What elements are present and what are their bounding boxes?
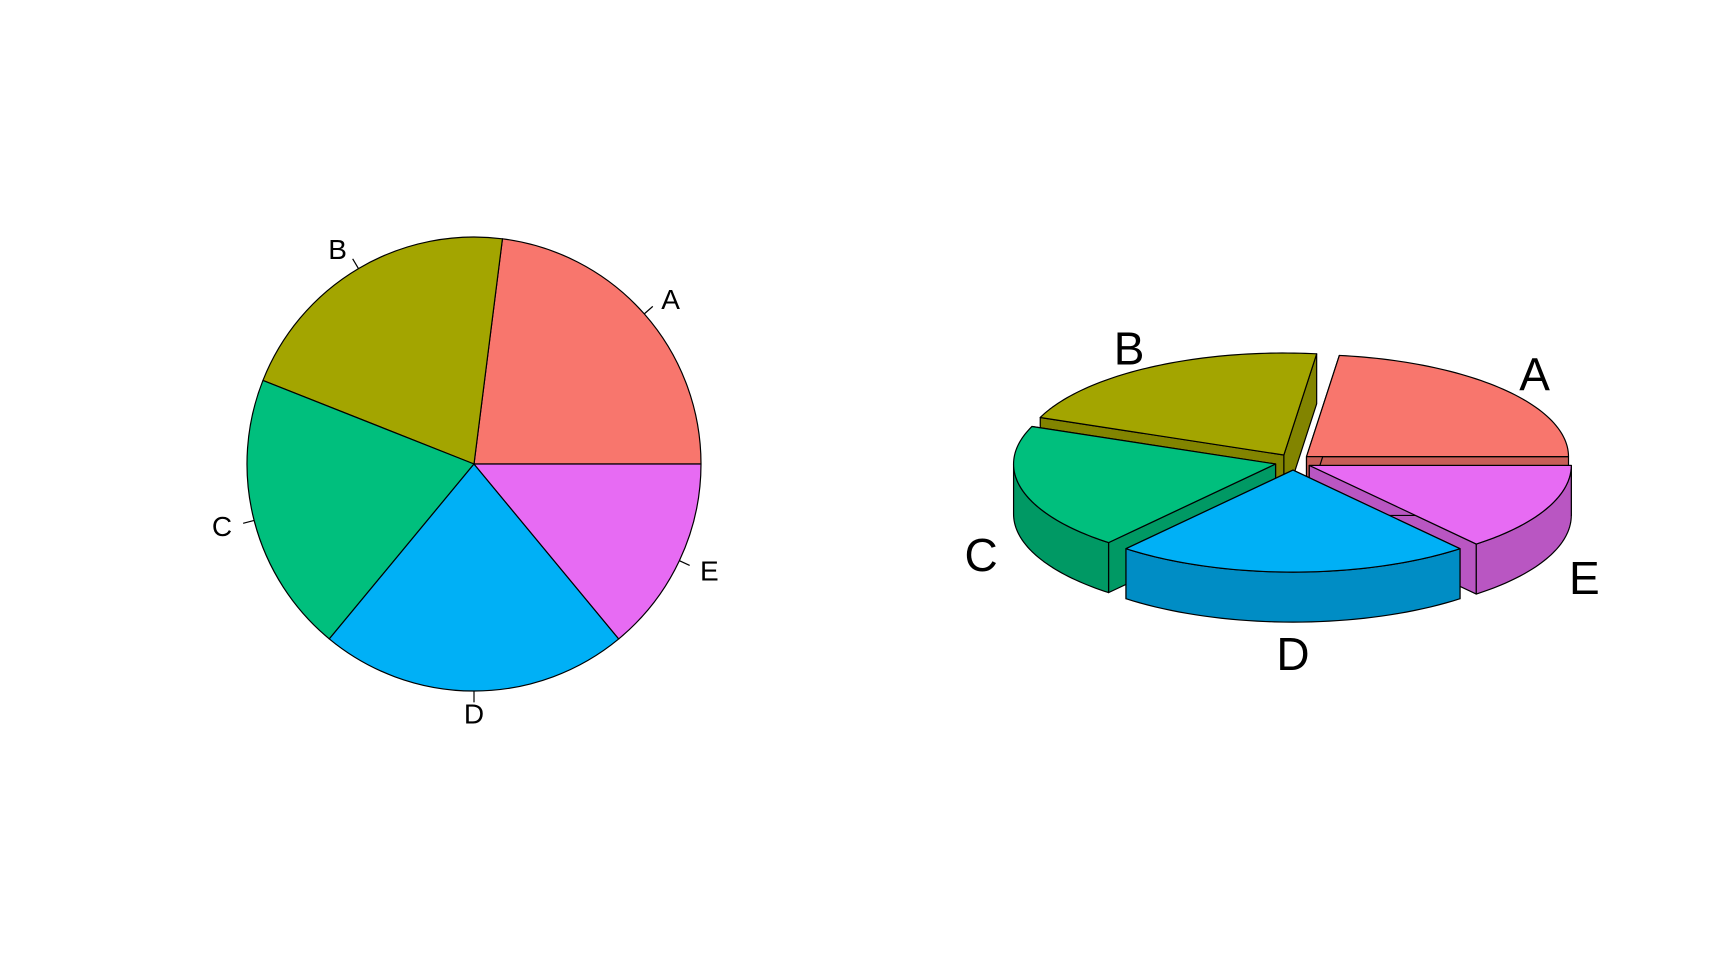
pie3d-top-e [1308,464,1572,545]
label-tick-a [643,305,654,315]
label-tick-b [352,258,359,269]
pie3d-top-c [1012,425,1277,544]
pie-label-d: D [464,699,484,730]
pie3d-label-c: C [965,529,998,581]
pie-label-c: C [212,511,232,542]
label-tick-e [679,560,690,567]
pie3d-label-d: D [1276,628,1309,680]
pie-slice-a [473,238,702,465]
pie-slice-c [246,379,475,640]
label-tick-c [242,519,255,524]
pie3d-top-a [1305,354,1570,458]
pie3d-label-b: B [1114,322,1145,374]
pie3d-slice-d [1125,469,1461,623]
pie-label-e: E [700,555,719,586]
pie3d-label-e: E [1569,552,1600,604]
pie-slice-d [328,463,620,692]
pie-label-b: B [328,234,347,265]
pie3d-top-d [1125,469,1461,573]
pie3d-top-b [1039,352,1318,456]
pie-slice-b [262,236,504,465]
pie-label-a: A [661,284,680,315]
pie3d-label-a: A [1519,349,1550,401]
